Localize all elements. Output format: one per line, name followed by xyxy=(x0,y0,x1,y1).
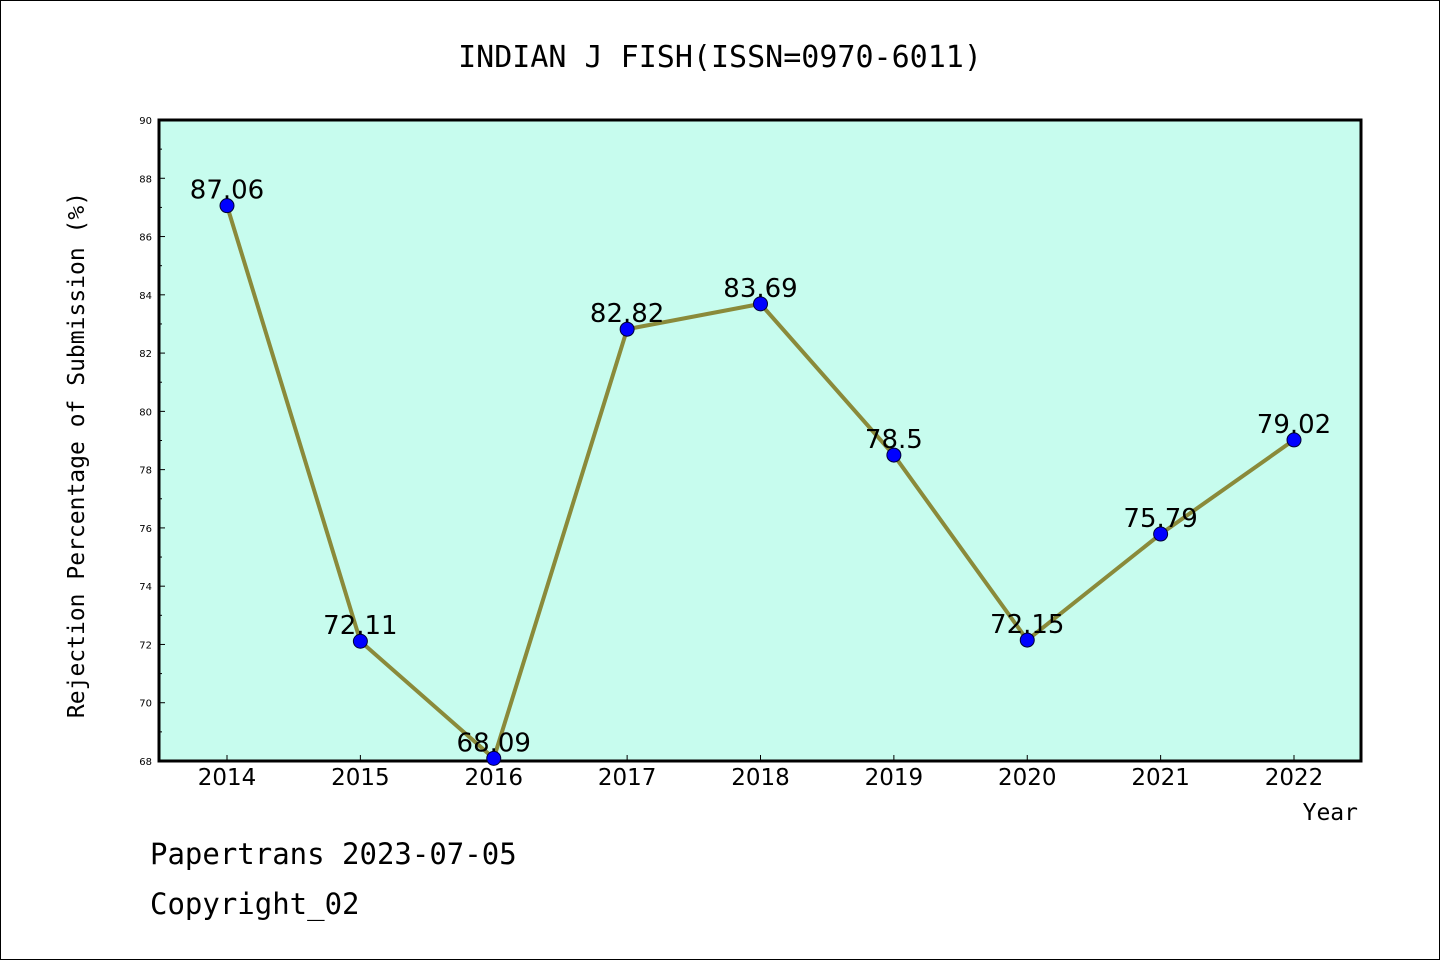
x-axis: 2014 2015 2016 2017 2018 2019 2020 2021 2022 xyxy=(198,755,1324,791)
chart-title: INDIAN J FISH(ISSN=0970-6011) xyxy=(458,40,982,75)
x-axis-label: Year xyxy=(1303,800,1358,826)
y-tick-label: 82 xyxy=(139,349,152,360)
x-tick-label: 2022 xyxy=(1265,765,1324,791)
y-axis-label: Rejection Percentage of Submission (%) xyxy=(64,192,90,718)
y-axis: 68 70 72 74 76 78 80 82 84 86 88 90 xyxy=(139,116,165,768)
data-label: 87.06 xyxy=(190,176,264,206)
footer-date: Papertrans 2023-07-05 xyxy=(150,837,517,871)
data-label: 68.09 xyxy=(457,728,531,758)
y-tick-label: 78 xyxy=(139,466,152,477)
y-tick-label: 68 xyxy=(139,757,152,768)
data-point xyxy=(1153,526,1169,542)
x-tick-label: 2015 xyxy=(331,765,390,791)
data-point xyxy=(486,750,502,766)
x-tick-label: 2018 xyxy=(731,765,790,791)
data-label: 82.82 xyxy=(590,299,664,329)
data-point xyxy=(1019,632,1035,648)
x-tick-label: 2016 xyxy=(464,765,523,791)
y-tick-label: 86 xyxy=(139,233,152,244)
y-tick-label: 74 xyxy=(139,582,152,593)
data-label: 79.02 xyxy=(1257,410,1331,440)
footer-copyright: Copyright_02 xyxy=(150,887,360,922)
data-point xyxy=(886,447,902,463)
plot-area xyxy=(157,118,1363,763)
x-tick-label: 2014 xyxy=(198,765,257,791)
data-point xyxy=(753,296,768,312)
data-point xyxy=(1286,432,1302,448)
x-tick-label: 2021 xyxy=(1131,765,1190,791)
y-tick-label: 84 xyxy=(139,291,152,302)
data-labels: 87.06 72.11 68.09 82.82 83.69 78.5 72.15 75.79 7… xyxy=(190,176,1331,759)
x-tick-label: 2019 xyxy=(865,765,924,791)
data-point xyxy=(219,198,235,214)
data-label: 83.69 xyxy=(723,274,797,304)
y-tick-label: 72 xyxy=(139,640,152,651)
data-label: 72.15 xyxy=(990,610,1064,640)
data-label: 72.11 xyxy=(323,611,397,641)
y-tick-label: 70 xyxy=(139,699,152,710)
data-label: 78.5 xyxy=(865,425,923,455)
y-tick-label: 90 xyxy=(139,116,152,127)
y-tick-label: 88 xyxy=(139,174,152,185)
data-point xyxy=(352,633,368,649)
data-label: 75.79 xyxy=(1123,504,1197,534)
x-tick-label: 2020 xyxy=(998,765,1057,791)
y-tick-label: 76 xyxy=(139,524,152,535)
data-point xyxy=(619,321,635,337)
data-points xyxy=(219,198,1302,766)
x-tick-label: 2017 xyxy=(598,765,657,791)
y-tick-label: 80 xyxy=(139,407,152,418)
